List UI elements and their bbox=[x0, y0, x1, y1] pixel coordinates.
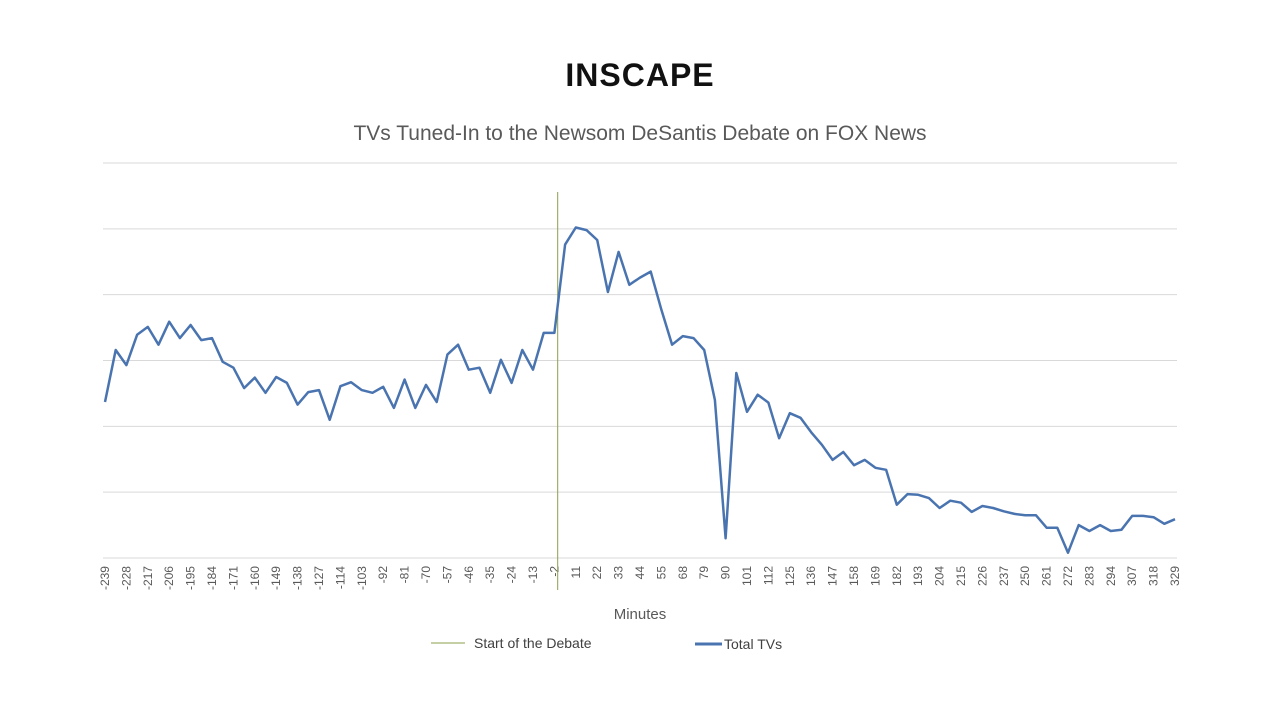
legend-label: Total TVs bbox=[724, 636, 782, 652]
x-tick-label: -13 bbox=[526, 566, 540, 584]
x-tick-label: 169 bbox=[868, 566, 882, 586]
x-tick-label: 22 bbox=[590, 566, 604, 580]
x-tick-label: 250 bbox=[1018, 566, 1032, 586]
x-tick-label: 68 bbox=[676, 566, 690, 580]
x-tick-label: -195 bbox=[184, 566, 198, 590]
x-tick-label: 55 bbox=[654, 566, 668, 580]
x-tick-label: 11 bbox=[569, 566, 583, 579]
x-tick-label: -103 bbox=[355, 566, 369, 590]
brand-logo: INSCAPE bbox=[565, 57, 714, 93]
x-tick-label: 272 bbox=[1061, 566, 1075, 586]
x-tick-label: 147 bbox=[826, 566, 840, 586]
x-tick-label: -138 bbox=[291, 566, 305, 590]
x-tick-label: -57 bbox=[440, 566, 454, 584]
x-tick-label: 33 bbox=[612, 566, 626, 580]
x-tick-label: 136 bbox=[804, 566, 818, 586]
x-tick-label: 226 bbox=[975, 566, 989, 586]
x-tick-label: -217 bbox=[141, 566, 155, 590]
x-tick-label: -35 bbox=[483, 566, 497, 584]
x-tick-label: 215 bbox=[954, 566, 968, 586]
x-tick-label: -2 bbox=[547, 566, 561, 577]
x-tick-label: 204 bbox=[933, 566, 947, 586]
x-tick-label: -171 bbox=[226, 566, 240, 590]
x-tick-label: -149 bbox=[269, 566, 283, 590]
x-tick-label: 90 bbox=[719, 566, 733, 580]
x-tick-label: -81 bbox=[398, 566, 412, 584]
x-tick-label: 79 bbox=[697, 566, 711, 580]
x-tick-label: -160 bbox=[248, 566, 262, 590]
x-tick-label: -239 bbox=[98, 566, 112, 590]
x-tick-label: 193 bbox=[911, 566, 925, 586]
x-tick-label: 182 bbox=[890, 566, 904, 586]
x-tick-label: -24 bbox=[505, 566, 519, 584]
x-tick-label: 294 bbox=[1104, 566, 1118, 586]
x-tick-label: 125 bbox=[783, 566, 797, 586]
x-axis-label: Minutes bbox=[614, 606, 667, 623]
x-tick-label: 307 bbox=[1125, 566, 1139, 586]
chart-title: TVs Tuned-In to the Newsom DeSantis Deba… bbox=[353, 122, 926, 145]
x-tick-label: 329 bbox=[1168, 566, 1182, 586]
x-tick-label: 261 bbox=[1040, 566, 1054, 586]
x-tick-label: -184 bbox=[205, 566, 219, 590]
x-tick-label: 283 bbox=[1082, 566, 1096, 586]
x-tick-label: 237 bbox=[997, 566, 1011, 586]
x-tick-label: 112 bbox=[761, 566, 775, 585]
x-tick-label: -114 bbox=[333, 566, 347, 589]
x-tick-label: -70 bbox=[419, 566, 433, 584]
legend-label: Start of the Debate bbox=[474, 635, 592, 651]
x-tick-label: 318 bbox=[1147, 566, 1161, 586]
x-tick-label: 101 bbox=[740, 566, 754, 586]
x-tick-label: -46 bbox=[462, 566, 476, 584]
x-tick-label: -228 bbox=[119, 566, 133, 590]
series-line bbox=[103, 226, 1176, 554]
x-tick-label: -127 bbox=[312, 566, 326, 590]
x-tick-label: 158 bbox=[847, 566, 861, 586]
x-tick-label: 44 bbox=[633, 566, 647, 580]
x-tick-label: -206 bbox=[162, 566, 176, 590]
x-tick-label: -92 bbox=[376, 566, 390, 584]
